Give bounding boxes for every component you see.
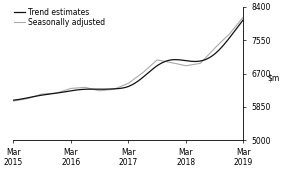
Line: Trend estimates: Trend estimates [13,20,243,100]
Seasonally adjusted [242,16,245,18]
Seasonally adjusted [12,100,16,102]
Trend estimates [205,58,209,60]
Legend: Trend estimates, Seasonally adjusted: Trend estimates, Seasonally adjusted [14,8,105,27]
Trend estimates [11,99,15,101]
Trend estimates [242,19,245,21]
Seasonally adjusted [153,62,156,64]
Trend estimates [153,67,156,69]
Trend estimates [149,70,152,72]
Y-axis label: $m: $m [267,74,280,83]
Seasonally adjusted [220,40,224,42]
Seasonally adjusted [11,100,15,102]
Seasonally adjusted [205,55,209,57]
Line: Seasonally adjusted: Seasonally adjusted [13,17,243,101]
Trend estimates [220,46,224,48]
Trend estimates [148,71,151,73]
Seasonally adjusted [149,65,152,67]
Trend estimates [12,99,16,101]
Seasonally adjusted [148,66,151,68]
